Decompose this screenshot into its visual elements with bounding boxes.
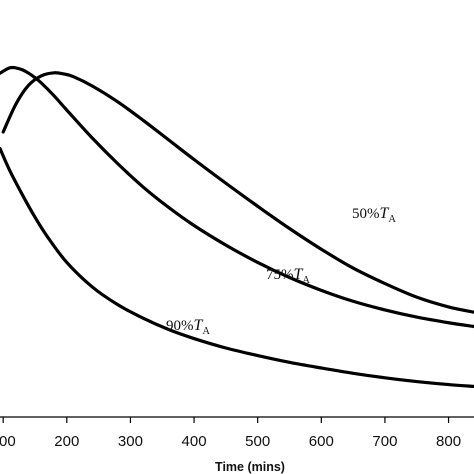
- series-label-subscript: A: [388, 214, 396, 225]
- series-label-percent: 50%: [352, 206, 380, 222]
- x-tick-label: 300: [118, 433, 143, 450]
- series-label-90pct-ta: 90%TA: [166, 317, 210, 337]
- series-label-symbol: T: [380, 205, 390, 222]
- series-label-50pct-ta: 50%TA: [352, 205, 396, 225]
- series-label-percent: 75%: [266, 267, 294, 283]
- series-label-percent: 90%: [166, 318, 194, 334]
- x-tick-label: 400: [182, 433, 207, 450]
- series-line-50pct-ta: [1, 71, 474, 314]
- plot-area: [0, 65, 474, 389]
- x-tick-label: 500: [245, 433, 270, 450]
- series-label-symbol: T: [294, 266, 304, 283]
- series-label-symbol: T: [194, 317, 204, 334]
- series-label-subscript: A: [202, 326, 210, 337]
- series-label-75pct-ta: 75%TA: [266, 266, 310, 286]
- x-tick-label: 800: [436, 433, 461, 450]
- series-line-90pct-ta: [0, 146, 474, 389]
- x-axis-title: Time (mins): [215, 460, 285, 474]
- x-tick-label: 600: [309, 433, 334, 450]
- x-tick-label: 200: [54, 433, 79, 450]
- series-line-75pct-ta: [0, 65, 474, 329]
- x-tick-label: 700: [372, 433, 397, 450]
- x-tick-label: 100: [0, 433, 16, 450]
- series-label-subscript: A: [302, 275, 310, 286]
- x-axis: 100 200 300 400 500 600 700 800: [0, 416, 474, 450]
